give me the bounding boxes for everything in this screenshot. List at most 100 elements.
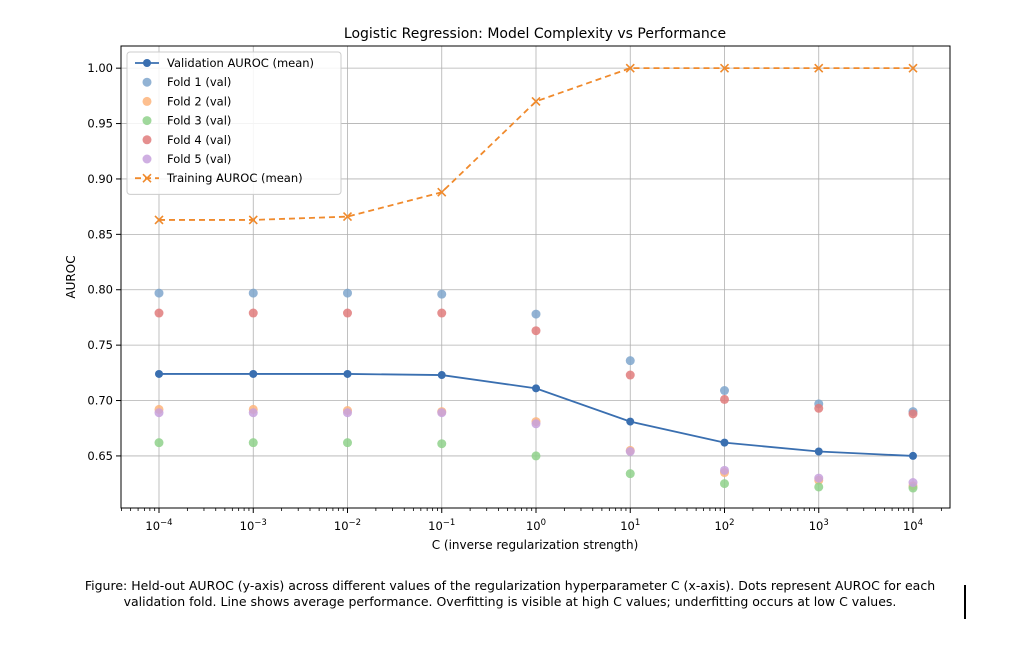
fold-1-point bbox=[720, 386, 729, 396]
fold-3-point bbox=[720, 479, 729, 489]
y-tick-label: 0.85 bbox=[87, 227, 113, 241]
legend-handle-marker bbox=[142, 116, 152, 126]
series-6 bbox=[154, 63, 918, 225]
legend-label: Fold 2 (val) bbox=[167, 94, 231, 108]
training-mean-point bbox=[719, 63, 730, 73]
fold-4-point bbox=[625, 370, 635, 380]
text-cursor bbox=[964, 585, 966, 619]
legend-handle-marker bbox=[142, 77, 152, 87]
fold-4-point bbox=[437, 308, 447, 318]
validation-mean-point bbox=[343, 369, 352, 378]
fold-3-point bbox=[814, 482, 824, 492]
fold-4-point bbox=[154, 308, 164, 318]
fold-4-point bbox=[248, 308, 258, 318]
fold-1-point bbox=[531, 309, 541, 319]
x-tick-label: 10−4 bbox=[145, 518, 172, 533]
legend-box bbox=[126, 51, 342, 195]
validation-mean-point bbox=[626, 417, 635, 426]
validation-mean-point bbox=[814, 447, 823, 456]
x-tick-label: 101 bbox=[620, 518, 640, 533]
fold-5-point bbox=[154, 408, 164, 418]
training-mean-point bbox=[342, 212, 353, 222]
y-tick-label: 0.90 bbox=[87, 172, 113, 186]
fold-5-point bbox=[343, 408, 352, 418]
chart: Logistic Regression: Model Complexity vs… bbox=[64, 26, 951, 552]
fold-5-point bbox=[908, 478, 918, 488]
x-axis-label: C (inverse regularization strength) bbox=[432, 538, 639, 552]
fold-3-point bbox=[531, 451, 541, 461]
fold-1-point bbox=[343, 288, 352, 298]
validation-mean-point bbox=[249, 369, 258, 378]
fold-4-point bbox=[908, 409, 918, 419]
y-tick-label: 0.70 bbox=[87, 394, 113, 408]
legend-label: Training AUROC (mean) bbox=[166, 171, 303, 185]
fold-3-point bbox=[625, 469, 635, 479]
fold-5-point bbox=[248, 408, 258, 418]
axis-ticks: 0.65 0.70 0.75 0.80 0.85 0.90 0.95 1.00 10−4 10−3… bbox=[87, 61, 942, 533]
fold-4-point bbox=[720, 394, 729, 404]
training-mean-point bbox=[625, 63, 635, 73]
legend-label: Fold 4 (val) bbox=[167, 133, 231, 147]
fold-4-point bbox=[343, 308, 352, 318]
x-tick-label: 10−3 bbox=[240, 518, 267, 533]
validation-mean-point bbox=[720, 438, 729, 447]
legend-handle-marker bbox=[142, 135, 152, 145]
y-tick-label: 0.80 bbox=[87, 283, 113, 297]
training-mean-point bbox=[908, 63, 918, 73]
series-5 bbox=[154, 408, 918, 488]
series-0 bbox=[155, 369, 917, 460]
y-tick-label: 0.95 bbox=[87, 117, 113, 131]
chart-title: Logistic Regression: Model Complexity vs… bbox=[344, 26, 726, 42]
legend-label: Validation AUROC (mean) bbox=[167, 56, 314, 70]
fold-1-point bbox=[437, 289, 447, 299]
x-tick-label: 100 bbox=[526, 518, 546, 533]
legend-item-6: Training AUROC (mean) bbox=[135, 171, 303, 185]
caption-line-2: validation fold. Line shows average perf… bbox=[123, 594, 897, 609]
training-mean-point bbox=[154, 215, 164, 225]
fold-1-point bbox=[248, 288, 258, 298]
fold-1-point bbox=[154, 288, 164, 298]
legend-handle-marker bbox=[142, 154, 152, 164]
legend: Validation AUROC (mean) Fold 1 (val) Fold … bbox=[126, 51, 342, 195]
fold-4-point bbox=[531, 326, 541, 336]
fold-5-point bbox=[437, 408, 447, 418]
figure-caption: Figure: Held-out AUROC (y-axis) across d… bbox=[40, 578, 980, 610]
y-axis-label: AUROC bbox=[64, 255, 78, 298]
x-tick-label: 102 bbox=[714, 518, 734, 533]
grid bbox=[121, 46, 950, 508]
legend-item-5: Fold 5 (val) bbox=[142, 152, 231, 166]
training-mean-point bbox=[814, 63, 824, 73]
legend-handle-marker bbox=[143, 59, 151, 67]
fold-3-point bbox=[248, 438, 258, 448]
fold-3-point bbox=[154, 438, 164, 448]
legend-item-3: Fold 3 (val) bbox=[142, 114, 231, 128]
validation-mean-point bbox=[532, 384, 540, 393]
legend-item-4: Fold 4 (val) bbox=[142, 133, 231, 147]
fold-1-point bbox=[625, 356, 635, 366]
series-4 bbox=[154, 308, 918, 419]
x-tick-label: 104 bbox=[903, 518, 923, 533]
training-mean-line bbox=[159, 67, 913, 221]
legend-item-1: Fold 1 (val) bbox=[142, 75, 231, 89]
fold-3-point bbox=[437, 439, 447, 449]
data-marks bbox=[154, 63, 918, 493]
y-tick-label: 0.65 bbox=[87, 449, 113, 463]
legend-label: Fold 5 (val) bbox=[167, 152, 231, 166]
y-tick-label: 0.75 bbox=[87, 338, 113, 352]
legend-item-0: Validation AUROC (mean) bbox=[135, 56, 314, 70]
fold-5-point bbox=[625, 446, 635, 456]
caption-line-1: Figure: Held-out AUROC (y-axis) across d… bbox=[84, 578, 936, 593]
legend-item-2: Fold 2 (val) bbox=[142, 94, 231, 108]
training-mean-point bbox=[437, 187, 447, 197]
fold-4-point bbox=[814, 403, 824, 413]
legend-handle-marker bbox=[142, 173, 152, 183]
x-tick-label: 10−2 bbox=[334, 518, 361, 533]
fold-5-point bbox=[531, 419, 541, 429]
fold-5-point bbox=[814, 473, 824, 483]
validation-mean-point bbox=[909, 451, 917, 460]
legend-label: Fold 3 (val) bbox=[167, 114, 231, 128]
legend-handle-marker bbox=[142, 96, 152, 106]
y-tick-label: 1.00 bbox=[87, 61, 113, 75]
validation-mean-point bbox=[155, 369, 163, 378]
training-mean-point bbox=[248, 215, 258, 225]
